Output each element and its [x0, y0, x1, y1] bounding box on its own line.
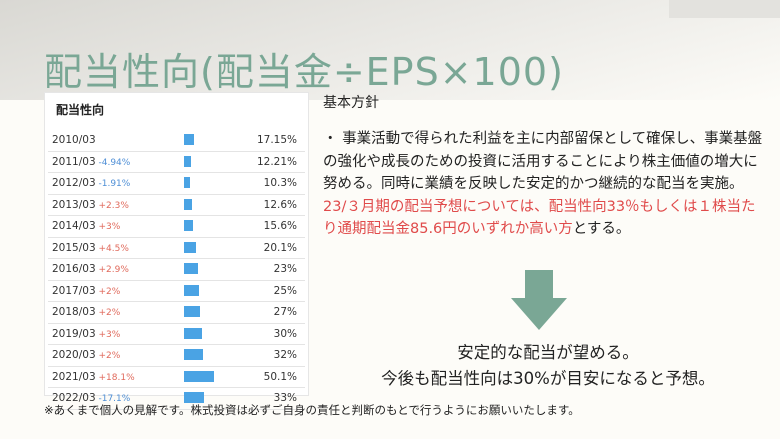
- row-change: +4.5%: [95, 243, 129, 254]
- row-change: +3%: [95, 329, 121, 340]
- slide-corner-shade: [0, 0, 780, 100]
- row-year-label: 2018/03: [52, 306, 96, 318]
- row-year: 2011/03 -4.94%: [52, 156, 130, 168]
- row-year-label: 2012/03: [52, 177, 96, 189]
- row-year: 2010/03: [52, 134, 96, 146]
- table-row: 2022/03 -17.1% 33%: [48, 388, 305, 410]
- table-row: 2014/03 +3% 15.6%: [48, 216, 305, 238]
- row-year: 2017/03 +2%: [52, 285, 120, 297]
- disclaimer-footer: ※あくまで個人の見解です。株式投資は必ずご自身の責任と判断のもとで行うようにお願…: [44, 403, 580, 417]
- row-bar: [184, 370, 215, 382]
- payout-ratio-table: 配当性向 2010/03 17.15% 2011/03 -4.94% 12.21% 20…: [44, 92, 309, 410]
- table-row: 2019/03 +3% 30%: [48, 324, 305, 345]
- policy-heading: 基本方針: [323, 95, 379, 111]
- row-year: 2020/03 +2%: [52, 349, 120, 361]
- table-row: 2020/03 +2% 32%: [48, 345, 305, 367]
- row-bar: [184, 327, 202, 339]
- row-year-label: 2010/03: [52, 134, 96, 146]
- row-year-label: 2013/03: [52, 198, 96, 211]
- row-value: 15.6%: [263, 220, 297, 232]
- table-row: 2021/03 +18.1% 50.1%: [48, 367, 305, 388]
- row-year: 2016/03 +2.9%: [52, 263, 129, 275]
- row-year: 2014/03 +3%: [52, 220, 120, 232]
- row-year: 2015/03 +4.5%: [52, 242, 129, 254]
- row-change: -1.91%: [95, 179, 131, 189]
- row-value: 30%: [273, 327, 297, 340]
- row-bar: [184, 263, 198, 274]
- row-change: +2%: [95, 351, 121, 361]
- row-value: 32%: [273, 349, 297, 361]
- policy-text-highlight: 23/３月期の配当予想については、配当性向33％もしくは１株当たり通期配当金85…: [323, 198, 756, 238]
- row-year-label: 2014/03: [52, 220, 96, 232]
- row-bar: [184, 241, 197, 253]
- row-value: 20.1%: [263, 241, 297, 254]
- table-row: 2010/03 17.15%: [48, 130, 305, 152]
- row-value: 27%: [273, 306, 297, 318]
- policy-text: ・ 事業活動で得られた利益を主に内部留保として確保し、事業基盤の強化や成長のため…: [323, 128, 763, 241]
- conclusion-line-2: 今後も配当性向は30%が目安になると予想。: [381, 369, 715, 388]
- slide-title: 配当性向(配当金÷EPS×100): [44, 50, 564, 94]
- row-value: 33%: [273, 392, 297, 404]
- row-change: -17.1%: [95, 394, 131, 404]
- row-year: 2022/03 -17.1%: [52, 392, 130, 404]
- row-bar: [184, 306, 201, 317]
- arrow-down-icon: [511, 270, 567, 330]
- row-year: 2021/03 +18.1%: [52, 371, 135, 383]
- table-row: 2011/03 -4.94% 12.21%: [48, 152, 305, 173]
- row-year-label: 2017/03: [52, 284, 96, 297]
- table-row: 2016/03 +2.9% 23%: [48, 259, 305, 281]
- row-year-label: 2021/03: [52, 370, 96, 383]
- row-value: 50.1%: [263, 370, 297, 383]
- row-bar: [184, 284, 199, 296]
- row-change: +2%: [95, 286, 121, 297]
- conclusion-line-1: 安定的な配当が望める。: [457, 343, 639, 362]
- row-bar: [184, 134, 195, 145]
- table-rows: 2010/03 17.15% 2011/03 -4.94% 12.21% 2012/03…: [48, 130, 305, 410]
- row-value: 25%: [273, 284, 297, 297]
- row-value: 12.21%: [256, 155, 297, 168]
- policy-text-tail: とする。: [572, 221, 631, 237]
- conclusion: 安定的な配当が望める。 今後も配当性向は30%が目安になると予想。: [313, 340, 780, 392]
- policy-text-plain: ・ 事業活動で得られた利益を主に内部留保として確保し、事業基盤の強化や成長のため…: [323, 131, 763, 192]
- table-row: 2015/03 +4.5% 20.1%: [48, 238, 305, 259]
- row-year-label: 2015/03: [52, 241, 96, 254]
- row-year-label: 2011/03: [52, 155, 96, 168]
- table-row: 2017/03 +2% 25%: [48, 281, 305, 302]
- row-bar: [184, 198, 192, 210]
- row-year: 2012/03 -1.91%: [52, 177, 130, 189]
- row-year-label: 2016/03: [52, 263, 96, 275]
- row-year-label: 2020/03: [52, 349, 96, 361]
- table-row: 2013/03 +2.3% 12.6%: [48, 195, 305, 216]
- row-year-label: 2019/03: [52, 327, 96, 340]
- row-value: 10.3%: [263, 177, 297, 189]
- row-value: 23%: [273, 263, 297, 275]
- row-change: +3%: [95, 222, 121, 232]
- row-change: +2.3%: [95, 200, 129, 211]
- row-change: +2.9%: [95, 265, 129, 275]
- row-year-label: 2022/03: [52, 392, 96, 404]
- row-year: 2019/03 +3%: [52, 328, 120, 340]
- row-year: 2013/03 +2.3%: [52, 199, 129, 211]
- row-value: 17.15%: [256, 134, 297, 146]
- table-row: 2012/03 -1.91% 10.3%: [48, 173, 305, 195]
- row-bar: [184, 392, 204, 403]
- row-value: 12.6%: [263, 198, 297, 211]
- row-bar: [184, 177, 191, 188]
- row-bar: [184, 155, 192, 167]
- row-bar: [184, 220, 194, 231]
- row-change: -4.94%: [95, 157, 131, 168]
- row-change: +18.1%: [95, 372, 135, 383]
- table-title: 配当性向: [56, 103, 105, 117]
- row-bar: [184, 349, 204, 360]
- table-row: 2018/03 +2% 27%: [48, 302, 305, 324]
- row-change: +2%: [95, 308, 121, 318]
- row-year: 2018/03 +2%: [52, 306, 120, 318]
